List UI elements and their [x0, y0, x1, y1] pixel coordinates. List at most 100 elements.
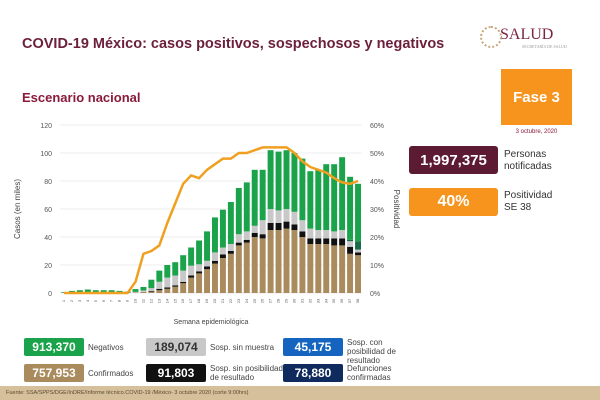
- bar-segment: [132, 291, 139, 293]
- x-tick-label: 5: [93, 299, 98, 302]
- bar-segment: [180, 255, 187, 271]
- bar-segment: [291, 153, 298, 212]
- bar-segment: [267, 209, 274, 223]
- bar-segment: [307, 228, 314, 239]
- bar-segment: [235, 245, 242, 293]
- bar-segment: [307, 238, 314, 244]
- bar-segment: [148, 279, 155, 289]
- bar-segment: [140, 291, 147, 293]
- bar-segment: [164, 288, 171, 293]
- page-title: COVID-19 México: casos positivos, sospec…: [22, 36, 445, 52]
- bar-segment: [164, 265, 171, 278]
- bar-segment: [212, 260, 218, 264]
- x-tick-label: 15: [172, 298, 177, 303]
- bar-segment: [315, 238, 322, 244]
- bar-segment: [251, 232, 258, 237]
- y2-tick-label: 40%: [370, 179, 384, 186]
- bar-segment: [331, 231, 338, 239]
- x-tick-label: 37: [347, 298, 352, 303]
- x-tick-label: 34: [323, 298, 328, 303]
- bar-segment: [156, 281, 163, 289]
- bar-segment: [227, 251, 234, 254]
- y-tick-label: 0: [48, 291, 52, 298]
- bar-segment: [92, 290, 99, 293]
- bar-segment: [235, 242, 242, 246]
- x-tick-label: 35: [331, 298, 336, 303]
- bar-segment: [323, 244, 330, 293]
- x-tick-label: 26: [260, 298, 265, 303]
- bar-segment: [235, 188, 242, 235]
- bar-segment: [323, 164, 330, 230]
- bar-segment: [188, 247, 195, 266]
- bar-segment: [84, 289, 91, 293]
- salud-logo: SALUD SECRETARÍA DE SALUD: [480, 26, 567, 49]
- bar-segment: [355, 241, 361, 250]
- x-tick-label: 2: [69, 299, 74, 302]
- bar-segment: [267, 230, 274, 293]
- bar-segment: [180, 270, 187, 282]
- bar-segment: [307, 244, 314, 293]
- y-tick-label: 20: [44, 263, 52, 270]
- legend-value: 913,370: [24, 338, 84, 356]
- bar-segment: [204, 260, 210, 267]
- bar-segment: [275, 223, 282, 230]
- emblem-icon: [480, 26, 502, 48]
- y2-tick-label: 20%: [370, 235, 384, 242]
- bar-segment: [355, 183, 361, 242]
- bar-segment: [132, 289, 139, 292]
- legend-label: Confirmados: [88, 369, 134, 378]
- y-tick-label: 60: [44, 207, 52, 214]
- bar-segment: [196, 264, 203, 272]
- bar-segment: [347, 253, 354, 293]
- kpi-notified-value: 1,997,375: [409, 146, 498, 174]
- bar-segment: [307, 171, 314, 229]
- legend-value: 91,803: [146, 364, 206, 382]
- y2-tick-label: 10%: [370, 263, 384, 270]
- x-tick-label: 13: [156, 298, 161, 303]
- x-tick-label: 6: [101, 299, 106, 302]
- phase-badge: Fase 3: [501, 69, 572, 125]
- bar-segment: [188, 277, 195, 293]
- bar-segment: [172, 286, 179, 293]
- bar-segment: [259, 220, 266, 235]
- bar-segment: [219, 209, 226, 248]
- bar-segment: [251, 237, 258, 293]
- bar-segment: [291, 211, 298, 225]
- bar-segment: [251, 169, 258, 226]
- x-tick-label: 18: [196, 298, 201, 303]
- bar-segment: [299, 220, 306, 232]
- x-axis-label: Semana epidemiológica: [174, 319, 249, 326]
- bar-segment: [283, 150, 290, 209]
- bar-segment: [204, 266, 210, 270]
- y-tick-label: 80: [44, 179, 52, 186]
- y2-tick-label: 50%: [370, 151, 384, 158]
- bar-segment: [275, 230, 282, 293]
- bar-segment: [172, 285, 179, 287]
- bar-segment: [219, 247, 226, 255]
- bar-segment: [100, 290, 107, 293]
- kpi-positivity-value: 40%: [409, 188, 498, 216]
- x-tick-label: 22: [228, 298, 233, 303]
- bar-segment: [212, 263, 218, 293]
- bar-segment: [180, 283, 187, 293]
- bar-segment: [347, 176, 354, 240]
- x-tick-label: 23: [236, 298, 241, 303]
- x-tick-label: 21: [220, 298, 225, 303]
- positivity-line: [63, 146, 359, 295]
- bar-segment: [355, 252, 361, 256]
- x-tick-label: 10: [133, 298, 138, 303]
- bar-segment: [275, 210, 282, 223]
- legend-label: Sosp. con posibilidad de resultado: [347, 338, 396, 365]
- bar-segment: [339, 245, 346, 293]
- x-tick-label: 9: [125, 299, 130, 302]
- bar-segment: [339, 230, 346, 239]
- bar-segment: [355, 249, 361, 253]
- y2-axis-label: Positividad: [392, 190, 400, 229]
- bar-segment: [243, 239, 250, 243]
- y-tick-label: 100: [40, 151, 52, 158]
- bar-segment: [140, 286, 147, 291]
- bar-segment: [148, 290, 155, 292]
- x-tick-label: 14: [164, 298, 169, 303]
- y-tick-label: 120: [40, 123, 52, 130]
